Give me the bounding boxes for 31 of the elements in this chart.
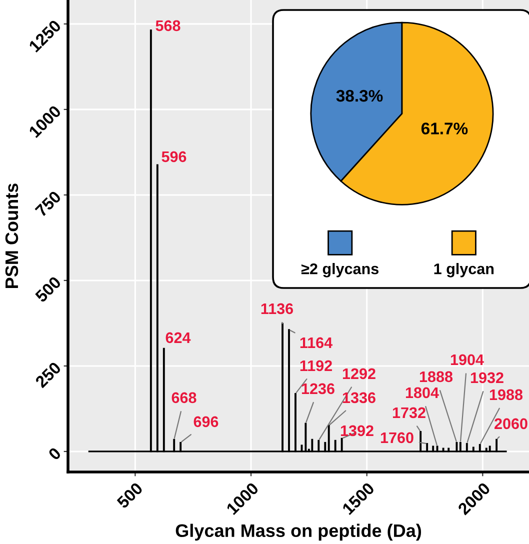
annotation: 568	[156, 20, 180, 32]
annotation: 1192	[300, 360, 332, 372]
y-axis-title: PSM Counts	[5, 184, 18, 288]
y-tick-label: 0	[48, 446, 62, 461]
legend-label: 1 glycan	[434, 263, 494, 278]
annotation: 1904	[450, 354, 484, 366]
annotation: 1888	[420, 371, 453, 382]
annotation: 2060	[494, 418, 528, 430]
annotation: 1236	[302, 383, 334, 394]
annotation: 1164	[300, 337, 332, 348]
annotation: 1336	[342, 392, 376, 404]
y-tick-label: 500	[34, 276, 62, 303]
annotation: 668	[172, 392, 196, 404]
annotation: 1932	[470, 372, 504, 384]
annotation: 1988	[490, 389, 523, 400]
annotation: 1292	[342, 368, 376, 380]
y-tick-label: 750	[34, 190, 62, 218]
x-axis-title: Glycan Mass on peptide (Da)	[176, 524, 422, 541]
annotation: 1136	[261, 303, 294, 314]
annotation: 1760	[380, 432, 414, 444]
annotation: 624	[166, 332, 191, 344]
x-tick-label: 500	[116, 482, 144, 509]
data-label: 61.7%	[421, 122, 468, 134]
annotation: 696	[194, 416, 218, 428]
legend-label: ≥2 glycans	[301, 263, 378, 278]
y-tick-label: 250	[34, 361, 62, 388]
annotation: 1804	[406, 387, 439, 398]
annotation: 596	[162, 151, 186, 162]
annotation: 1392	[340, 425, 374, 436]
data-label: 38.3%	[336, 90, 383, 102]
annotation: 1732	[392, 407, 426, 418]
